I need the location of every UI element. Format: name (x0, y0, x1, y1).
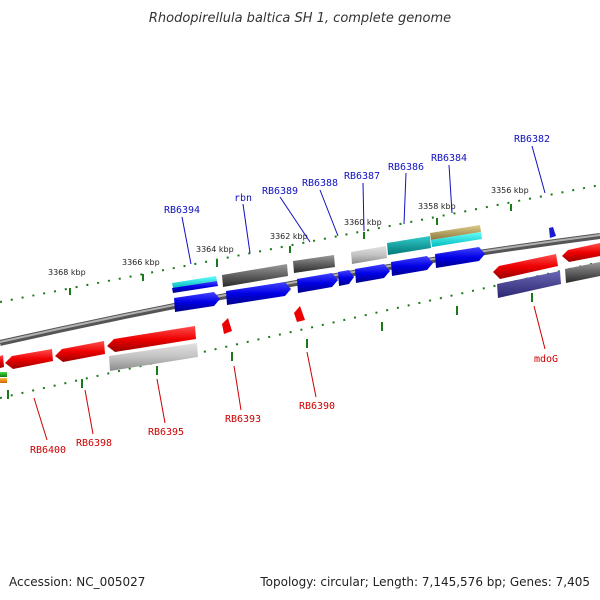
gene-label-rb6387: RB6387 (344, 171, 380, 182)
scale-label-3368: 3368 kbp (48, 268, 86, 277)
gene-arrow-rb6384-top (430, 225, 481, 240)
gene-arrow-rb6395-red (107, 326, 196, 352)
gene-arrow-rb6389 (293, 255, 335, 273)
gene-arrow-rb6386-low (391, 256, 433, 276)
scale-label-3362: 3362 kbp (270, 232, 308, 241)
scale-label-3358: 3358 kbp (418, 202, 456, 211)
gene-arrow-mdog (497, 271, 561, 298)
gene-arrow-edge-green (0, 372, 7, 377)
gene-arrow-right-grey (565, 262, 600, 283)
accession-text: Accession: NC_005027 (9, 575, 145, 589)
gene-label-rb6395: RB6395 (148, 427, 184, 438)
gene-arrow-rb6394-low (174, 292, 220, 312)
gene-arrow-edge-orange (0, 378, 7, 383)
gene-label-rbn: rbn (234, 193, 252, 204)
gene-arrow-rb6390 (294, 306, 305, 322)
gene-arrow-right-red (562, 243, 600, 262)
forward-gene-arrows (172, 225, 556, 312)
gene-label-rb6398: RB6398 (76, 438, 112, 449)
label-leader-lines (33, 145, 546, 441)
gene-arrow-rb6387-low (355, 264, 390, 283)
topology-text: Topology: circular; Length: 7,145,576 bp… (259, 575, 590, 589)
scale-label-3356: 3356 kbp (491, 186, 529, 195)
reverse-gene-arrows (0, 243, 600, 383)
gene-arrow-edge-red (0, 355, 4, 368)
gene-label-rb6393: RB6393 (225, 414, 261, 425)
gene-label-rb6389: RB6389 (262, 186, 298, 197)
gene-arrow-rbn-low (226, 282, 291, 305)
gene-arrow-rb6384-mid (431, 232, 482, 247)
gene-arrow-rb6394-top (172, 276, 217, 288)
gene-label-rb6394: RB6394 (164, 205, 200, 216)
gene-arrow-rb6386 (387, 236, 431, 255)
gene-arrow-rb6388 (338, 270, 354, 286)
gene-arrow-mdog-red (493, 254, 558, 279)
gene-arrow-rb6400 (5, 349, 53, 369)
reverse-gene-labels: RB6400 RB6398 RB6395 RB6393 RB6390 mdoG (30, 354, 558, 456)
gene-arrow-rb6398 (55, 341, 105, 362)
gene-label-rb6384: RB6384 (431, 153, 467, 164)
gene-label-rb6386: RB6386 (388, 162, 424, 173)
gene-label-rb6400: RB6400 (30, 445, 66, 456)
gene-label-rb6388: RB6388 (302, 178, 338, 189)
outer-major-ticks (69, 204, 512, 295)
gene-arrow-rb6387 (351, 246, 387, 264)
gene-label-mdog: mdoG (534, 354, 558, 365)
map-title: Rhodopirellula baltica SH 1, complete ge… (149, 11, 451, 26)
scale-label-3366: 3366 kbp (122, 258, 160, 267)
gene-label-rb6390: RB6390 (299, 401, 335, 412)
inner-major-ticks (7, 293, 533, 399)
scale-label-3364: 3364 kbp (196, 245, 234, 254)
gene-arrow-rb6384-low (435, 247, 485, 268)
gene-arrow-rbn (222, 264, 288, 287)
gene-arrow-rb6394-mid (172, 281, 218, 293)
scale-label-3360: 3360 kbp (344, 218, 382, 227)
forward-gene-labels: RB6394 rbn RB6389 RB6388 RB6387 RB6386 R… (164, 134, 550, 216)
gene-arrow-rb6393 (222, 318, 232, 334)
scale-labels: 3368 kbp 3366 kbp 3364 kbp 3362 kbp 3360… (48, 186, 529, 277)
gene-label-rb6382: RB6382 (514, 134, 550, 145)
gene-arrow-rb6389-low (297, 273, 338, 293)
gene-arrow-rb6382 (549, 227, 556, 238)
gene-arrow-rb6395 (109, 343, 198, 371)
